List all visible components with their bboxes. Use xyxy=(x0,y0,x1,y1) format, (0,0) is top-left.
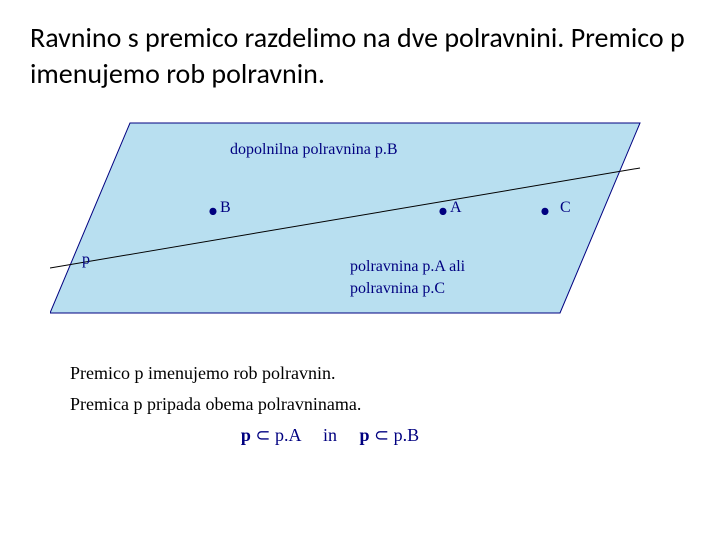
label-A: A xyxy=(450,199,462,217)
caption-2: Premica p pripada obema polravninama. xyxy=(70,394,690,415)
formula: p ⊂ p.A in p ⊂ p.B xyxy=(70,425,590,446)
label-bottom2: polravnina p.C xyxy=(350,280,445,298)
label-B: B xyxy=(220,199,231,217)
caption-block: Premico p imenujemo rob polravnin. Premi… xyxy=(70,363,690,446)
formula-sub1: ⊂ p.A xyxy=(251,425,301,445)
formula-mid: in xyxy=(323,425,337,445)
halfplane-diagram: dopolnilna polravnina p.B • B • A • C p … xyxy=(50,113,650,353)
caption-1: Premico p imenujemo rob polravnin. xyxy=(70,363,690,384)
label-top: dopolnilna polravnina p.B xyxy=(230,141,398,159)
label-C: C xyxy=(560,199,571,217)
label-p: p xyxy=(82,251,90,269)
dot-A: • xyxy=(438,201,448,221)
dot-C: • xyxy=(540,201,550,221)
dot-B: • xyxy=(208,201,218,221)
formula-p2: p xyxy=(360,425,370,445)
page-heading: Ravnino s premico razdelimo na dve polra… xyxy=(30,20,690,93)
formula-sub2: ⊂ p.B xyxy=(370,425,420,445)
formula-p1: p xyxy=(241,425,251,445)
label-bottom1: polravnina p.A ali xyxy=(350,258,465,276)
